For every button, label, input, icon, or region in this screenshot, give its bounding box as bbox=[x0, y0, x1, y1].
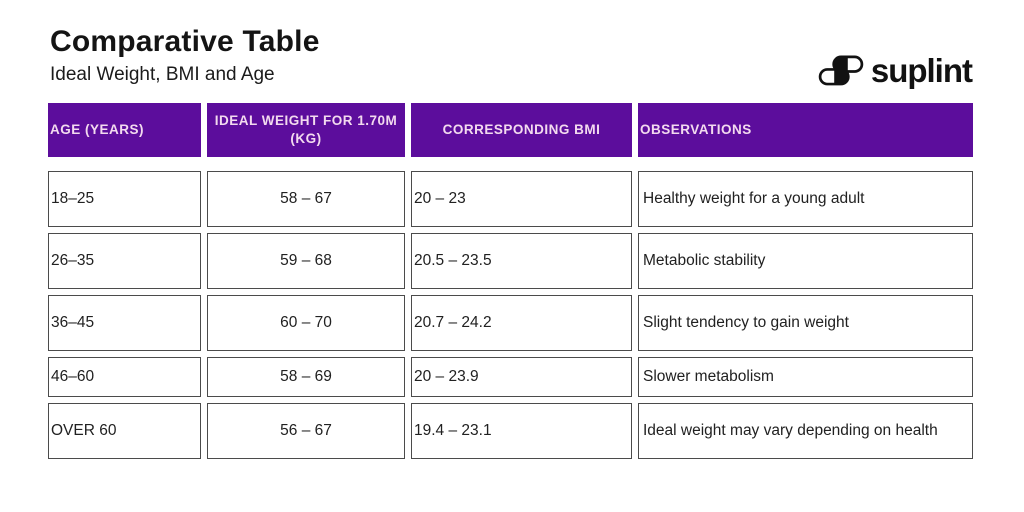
pills-icon bbox=[818, 54, 864, 88]
suplint-logo: suplint bbox=[818, 52, 973, 90]
header-age-years: AGE (YEARS) bbox=[48, 103, 201, 157]
header-corresponding-bmi: CORRESPONDING BMI bbox=[411, 103, 632, 157]
age-cell: 26–35 bbox=[48, 233, 201, 289]
weight-cell: 59 – 68 bbox=[207, 233, 405, 289]
age-cell: 18–25 bbox=[48, 171, 201, 227]
weight-cell: 58 – 67 bbox=[207, 171, 405, 227]
bmi-cell: 20 – 23.9 bbox=[411, 357, 632, 397]
table-row: 18–25 58 – 67 20 – 23 Healthy weight for… bbox=[48, 171, 973, 227]
table-header-row: AGE (YEARS) IDEAL WEIGHT FOR 1.70M (KG) … bbox=[48, 103, 973, 157]
page-title: Comparative Table bbox=[50, 25, 320, 58]
table-body: 18–25 58 – 67 20 – 23 Healthy weight for… bbox=[48, 171, 973, 459]
observation-cell: Metabolic stability bbox=[638, 233, 973, 289]
table-row: OVER 60 56 – 67 19.4 – 23.1 Ideal weight… bbox=[48, 403, 973, 459]
bmi-cell: 19.4 – 23.1 bbox=[411, 403, 632, 459]
age-cell: 46–60 bbox=[48, 357, 201, 397]
weight-cell: 56 – 67 bbox=[207, 403, 405, 459]
logo-wordmark: suplint bbox=[870, 52, 973, 89]
page-subtitle: Ideal Weight, BMI and Age bbox=[50, 64, 275, 85]
table-row: 36–45 60 – 70 20.7 – 24.2 Slight tendenc… bbox=[48, 295, 973, 351]
observation-cell: Slower metabolism bbox=[638, 357, 973, 397]
bmi-cell: 20.7 – 24.2 bbox=[411, 295, 632, 351]
table-row: 46–60 58 – 69 20 – 23.9 Slower metabolis… bbox=[48, 357, 973, 397]
age-cell: OVER 60 bbox=[48, 403, 201, 459]
weight-cell: 58 – 69 bbox=[207, 357, 405, 397]
age-cell: 36–45 bbox=[48, 295, 201, 351]
observation-cell: Slight tendency to gain weight bbox=[638, 295, 973, 351]
title-block: Comparative Table Ideal Weight, BMI and … bbox=[50, 24, 320, 87]
weight-cell: 60 – 70 bbox=[207, 295, 405, 351]
header-observations: OBSERVATIONS bbox=[638, 103, 973, 157]
bmi-cell: 20.5 – 23.5 bbox=[411, 233, 632, 289]
table-row: 26–35 59 – 68 20.5 – 23.5 Metabolic stab… bbox=[48, 233, 973, 289]
comparative-table: AGE (YEARS) IDEAL WEIGHT FOR 1.70M (KG) … bbox=[48, 103, 973, 465]
bmi-cell: 20 – 23 bbox=[411, 171, 632, 227]
observation-cell: Ideal weight may vary depending on healt… bbox=[638, 403, 973, 459]
observation-cell: Healthy weight for a young adult bbox=[638, 171, 973, 227]
header-ideal-weight: IDEAL WEIGHT FOR 1.70M (KG) bbox=[207, 103, 405, 157]
